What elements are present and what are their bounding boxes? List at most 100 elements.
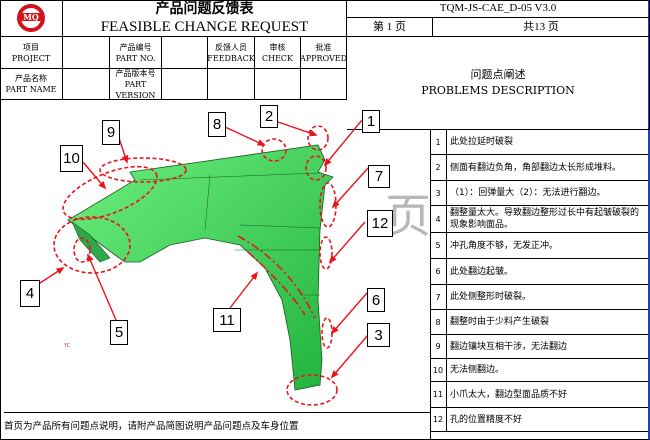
callout-label-5: 5 bbox=[110, 320, 128, 345]
problem-row: 8 翻整时由于少料产生破裂 bbox=[430, 310, 648, 335]
problem-row: 3 （1）：回弹量大（2）：无法进行翻边。 bbox=[430, 181, 648, 206]
problem-row: 11 小爪太大，翻边型面品质不好 bbox=[430, 382, 648, 408]
arrowhead-icon bbox=[55, 267, 65, 275]
check-label: 审核 CHECK bbox=[255, 37, 301, 69]
problem-number: 12 bbox=[430, 408, 447, 431]
problem-area-5 bbox=[73, 237, 91, 263]
problem-row: 6 此处翻边起皱。 bbox=[430, 259, 648, 285]
callout-arrow-5 bbox=[87, 254, 117, 321]
callout-label-12: 12 bbox=[367, 210, 393, 237]
problem-area-3 bbox=[286, 374, 338, 406]
problem-text: 翻整时由于少料产生破裂 bbox=[450, 317, 550, 327]
part-name-label: 产品名称 PART NAME bbox=[0, 69, 63, 100]
callout-label-6: 6 bbox=[367, 288, 385, 312]
problem-number: 2 bbox=[430, 155, 447, 180]
approved-value[interactable] bbox=[301, 69, 347, 100]
callout-label-10: 10 bbox=[60, 145, 83, 172]
feedback-label: 反馈人员 FEEDBACK bbox=[207, 37, 255, 69]
callout-arrow-2 bbox=[277, 121, 317, 136]
problem-number: 1 bbox=[430, 130, 447, 154]
problem-text: 翻整量太大。导致翻边整形过长中有起皱破裂的现象影响面品。 bbox=[450, 208, 640, 230]
callout-label-8: 8 bbox=[208, 112, 226, 137]
callout-label-9: 9 bbox=[102, 120, 120, 145]
problem-row: 2 侧面有翻边负角，角部翻边太长形成堆料。 bbox=[430, 155, 648, 181]
problem-text: 无法侧翻边。 bbox=[450, 365, 505, 375]
problem-area-10 bbox=[62, 165, 158, 221]
footer-note: 首页为产品所有问题点说明，请附产品简图说明产品问题点及车身位置 bbox=[4, 412, 430, 436]
callout-label-11: 11 bbox=[213, 308, 241, 332]
problem-text: 此处翻边起皱。 bbox=[450, 266, 514, 277]
problem-row: 7 此处侧整形时破裂。 bbox=[430, 285, 648, 310]
callout-label-7: 7 bbox=[368, 165, 390, 188]
problem-number: 3 bbox=[430, 181, 447, 205]
problem-area-12 bbox=[319, 236, 333, 270]
callout-label-4: 4 bbox=[20, 280, 40, 307]
problem-area-1 bbox=[305, 155, 327, 181]
part-version-value[interactable] bbox=[162, 69, 208, 100]
callout-arrow-6 bbox=[331, 292, 368, 334]
callout-label-2: 2 bbox=[260, 105, 278, 128]
problem-row: 5 冲孔角度不够，无发正冲。 bbox=[430, 233, 648, 259]
problem-number: 11 bbox=[430, 382, 447, 407]
problems-list bbox=[430, 130, 431, 440]
callout-arrow-11 bbox=[229, 272, 258, 309]
callout-label-1: 1 bbox=[362, 110, 380, 133]
page-number: 第 1 页 bbox=[347, 18, 433, 37]
feedback-value[interactable] bbox=[208, 69, 255, 100]
logo: MQ bbox=[0, 0, 63, 37]
project-value[interactable] bbox=[63, 37, 110, 69]
problem-area-9 bbox=[99, 157, 187, 183]
arrowhead-icon bbox=[330, 370, 339, 379]
approved-label: 批准 APPROVED bbox=[300, 37, 347, 69]
callout-label-3: 3 bbox=[367, 323, 390, 347]
part-no-label: 产品编号 PART NO. bbox=[110, 37, 162, 69]
project-label: 项目 PROJECT bbox=[0, 37, 63, 69]
fender-part bbox=[67, 144, 334, 391]
callout-arrow-8 bbox=[224, 126, 265, 146]
part-name-value[interactable] bbox=[63, 69, 110, 100]
problem-area-2 bbox=[307, 125, 329, 151]
problem-text: 翻边镶块互相干涉，无法翻边 bbox=[450, 341, 568, 352]
problem-area-8 bbox=[261, 138, 287, 162]
problem-number: 10 bbox=[430, 359, 447, 381]
problem-text: 侧面有翻边负角，角部翻边太长形成堆料。 bbox=[450, 162, 622, 173]
problem-number: 8 bbox=[430, 310, 447, 334]
problem-number: 9 bbox=[430, 335, 447, 358]
arrowhead-icon bbox=[323, 158, 332, 167]
title-cn: 产品问题反馈表 bbox=[155, 1, 254, 17]
arrowhead-icon bbox=[256, 139, 266, 146]
arrowhead-icon bbox=[250, 271, 259, 281]
problem-text: （1）：回弹量大（2）：无法进行翻边。 bbox=[450, 188, 606, 198]
problem-text: 此处侧整形时破裂。 bbox=[450, 292, 532, 302]
problem-row: 12 孔的位置精度不好 bbox=[430, 408, 648, 432]
arrowhead-icon bbox=[309, 129, 318, 137]
part-no-value[interactable] bbox=[162, 37, 208, 69]
arrowhead-icon bbox=[331, 200, 340, 209]
problem-number: 7 bbox=[430, 285, 447, 309]
check-value[interactable] bbox=[255, 69, 301, 100]
form-title: 产品问题反馈表 FEASIBLE CHANGE REQUEST bbox=[63, 0, 347, 37]
arrowhead-icon bbox=[330, 326, 339, 335]
fender-figure: 页 YC bbox=[36, 119, 430, 406]
title-en: FEASIBLE CHANGE REQUEST bbox=[100, 19, 309, 35]
problem-number: 6 bbox=[430, 259, 447, 284]
problem-number: 5 bbox=[430, 233, 447, 258]
problem-area-6 bbox=[321, 317, 333, 349]
problem-area-4 bbox=[53, 216, 131, 274]
problem-text: 孔的位置精度不好 bbox=[450, 414, 523, 425]
problems-header: 问题点阐述 PROBLEMS DESCRIPTION bbox=[347, 37, 650, 130]
callout-arrow-3 bbox=[331, 334, 369, 378]
problem-area-11 bbox=[237, 235, 316, 319]
doc-code: TQM-JS-CAE_D-05 V3.0 bbox=[347, 0, 650, 18]
callout-arrow-12 bbox=[329, 221, 366, 263]
callout-arrow-7 bbox=[332, 167, 369, 208]
problem-number: 4 bbox=[430, 206, 447, 232]
arrowhead-icon bbox=[98, 181, 107, 190]
axis-label: YC bbox=[63, 343, 71, 349]
problem-row: 10 无法侧翻边。 bbox=[430, 359, 648, 382]
arrowhead-icon bbox=[328, 255, 337, 264]
problem-row: 1 此处拉延时破裂 bbox=[430, 130, 648, 155]
arrowhead-icon bbox=[121, 155, 129, 164]
arrowhead-icon bbox=[87, 253, 94, 263]
total-pages: 共13 页 bbox=[433, 18, 650, 37]
